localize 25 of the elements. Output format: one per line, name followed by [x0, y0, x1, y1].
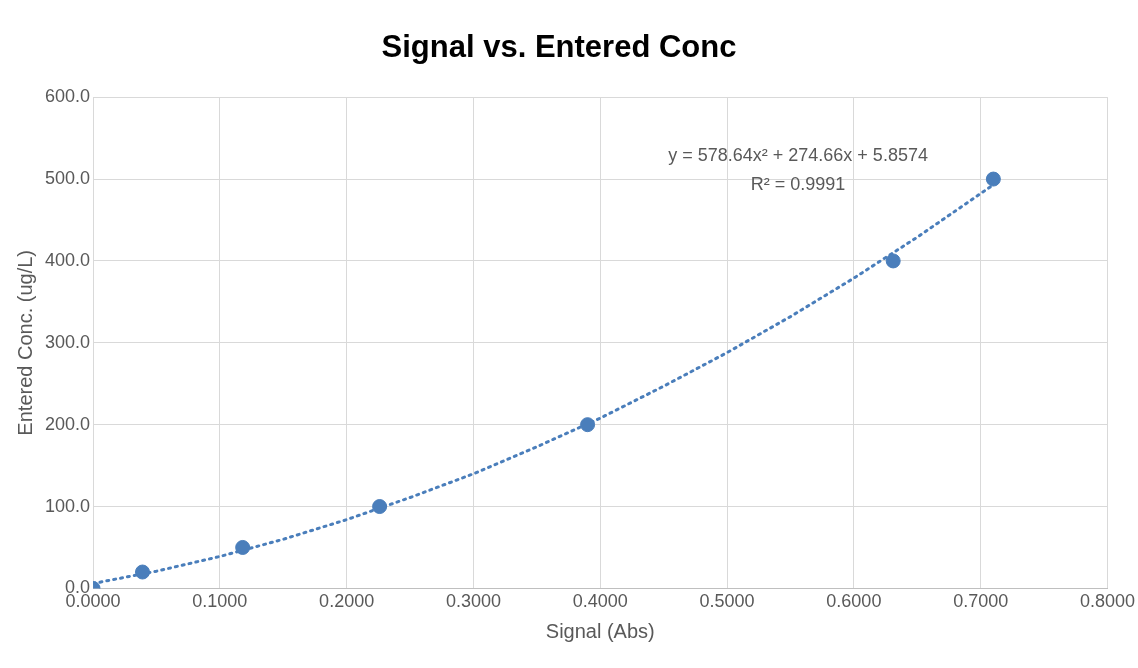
point — [885, 253, 901, 269]
x-axis-title: Signal (Abs) — [545, 619, 655, 642]
point — [372, 499, 388, 515]
annotation: R² = 0.9991 — [750, 174, 846, 195]
annotation: y = 578.64x² + 274.66x + 5.8574 — [668, 145, 928, 166]
chart-title: Signal vs. Entered Conc — [381, 29, 737, 65]
y-axis-title: Entered Conc. (ug/L) — [13, 249, 36, 436]
y-tick-label: 600.0 — [45, 86, 91, 107]
x-tick-label: 0.7000 — [953, 591, 1009, 612]
x-tick-label: 0.4000 — [572, 591, 628, 612]
point — [235, 539, 251, 555]
point — [985, 171, 1001, 187]
x-tick-label: 0.6000 — [826, 591, 882, 612]
x-tick-label: 0.8000 — [1079, 591, 1135, 612]
x-tick-label: 0.5000 — [699, 591, 755, 612]
y-tick-label: 300.0 — [45, 331, 91, 352]
x-tick-label: 0.1000 — [192, 591, 248, 612]
y-tick-label: 400.0 — [45, 249, 91, 270]
y-tick-label: 500.0 — [45, 168, 91, 189]
point — [580, 417, 596, 433]
y-tick-label: 200.0 — [45, 413, 91, 434]
x-tick-label: 0.3000 — [445, 591, 501, 612]
y-tick-label: 100.0 — [45, 495, 91, 516]
x-tick-label: 0.2000 — [319, 591, 375, 612]
point — [135, 564, 150, 580]
